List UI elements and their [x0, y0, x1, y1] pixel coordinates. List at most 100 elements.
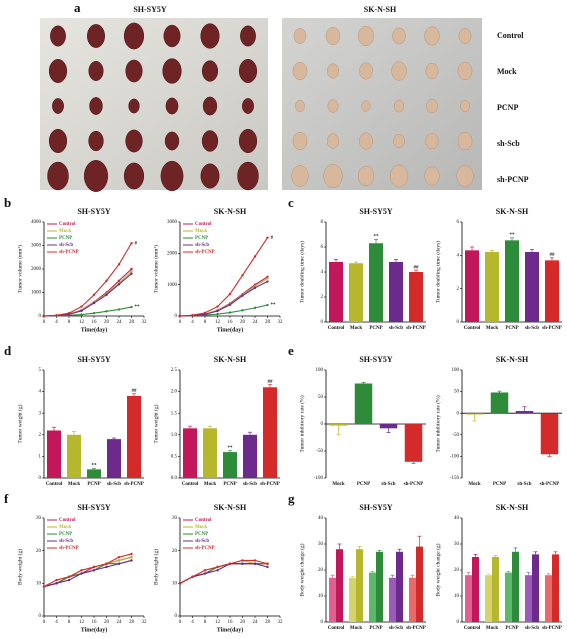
x-tick-label: sh-Scb: [107, 482, 121, 487]
point: [241, 294, 244, 297]
bar: [416, 546, 423, 622]
y-tick-label: 5: [39, 368, 42, 373]
tumor: [47, 161, 69, 191]
x-tick-label: 24: [117, 620, 123, 625]
x-tick-label: Mock: [350, 326, 362, 331]
bar: [107, 439, 121, 478]
y-tick-label: 30: [36, 516, 42, 521]
y-tick-label: 0: [175, 314, 178, 319]
tumor: [83, 160, 109, 192]
y-tick-label: 20: [454, 568, 460, 573]
bar: [349, 263, 363, 322]
x-tick-label: 24: [253, 620, 259, 625]
bar: [369, 243, 383, 322]
legend-label: sh-Scb: [59, 243, 73, 248]
y-tick-label: 0.0: [171, 476, 178, 481]
point: [80, 572, 83, 575]
tumor: [457, 131, 473, 151]
x-tick-label: 12: [215, 620, 221, 625]
x-tick-label: 4: [191, 620, 194, 625]
annotation: #: [271, 236, 274, 241]
bar: [485, 252, 499, 322]
y-tick-label: 0: [321, 320, 324, 325]
y-tick-label: 0: [321, 620, 324, 625]
bar: [389, 577, 396, 622]
y-axis-label: Tumor doubling time (days): [298, 241, 305, 303]
point: [266, 277, 269, 280]
point: [130, 267, 133, 271]
bar: [329, 262, 343, 322]
point: [117, 279, 121, 282]
bar: [356, 549, 363, 622]
tumor: [326, 63, 340, 79]
annotation: **: [510, 233, 516, 238]
tumor: [425, 62, 439, 80]
point: [55, 314, 58, 317]
point: [55, 578, 58, 582]
series-line: [43, 559, 132, 588]
x-axis-label: Time(day): [81, 626, 108, 633]
bar: [472, 557, 479, 622]
x-tick-label: 8: [204, 620, 207, 625]
tumor: [165, 97, 179, 115]
x-tick-label: 16: [228, 620, 234, 625]
y-tick-label: 2.5: [171, 368, 178, 373]
bar: [409, 577, 416, 622]
point: [191, 314, 194, 317]
legend-label: Control: [59, 222, 76, 227]
bar: [545, 575, 552, 622]
y-tick-label: 1.5: [171, 411, 178, 416]
legend-label: PCNP: [195, 236, 208, 241]
chart-title: SH-SY5Y: [359, 503, 393, 512]
y-tick-label: 50: [318, 395, 324, 400]
bar: [515, 411, 534, 414]
bar: [545, 260, 559, 322]
y-axis-label: Tumor inhibitory rate (%): [298, 395, 305, 452]
chart-title: SK-N-SH: [496, 503, 529, 512]
y-tick-label: 0: [39, 476, 42, 481]
y-tick-label: 10: [172, 581, 178, 586]
x-tick-label: 12: [79, 320, 85, 325]
bar: [349, 577, 356, 622]
tumor: [291, 165, 309, 187]
photo-title: SK-N-SH: [364, 5, 397, 14]
bar: [243, 434, 257, 478]
point: [80, 313, 83, 316]
panel-label: f: [4, 491, 9, 506]
point: [55, 582, 58, 585]
tumor: [426, 98, 438, 114]
tumor: [202, 96, 218, 116]
tumor: [326, 133, 340, 149]
x-tick-label: 20: [104, 620, 110, 625]
tumor: [392, 27, 406, 45]
point: [92, 565, 96, 569]
bar: [409, 272, 423, 322]
y-tick-label: 0: [175, 614, 178, 619]
bar: [465, 575, 472, 622]
point: [42, 314, 46, 318]
row-label: PCNP: [497, 103, 518, 112]
y-tick-label: 0: [321, 422, 324, 427]
y-tick-label: 4: [321, 270, 324, 275]
legend-label: Control: [195, 222, 212, 227]
tumor: [424, 166, 440, 186]
x-tick-label: PCNP: [369, 326, 382, 331]
tumor: [357, 25, 375, 47]
point: [105, 293, 108, 297]
y-axis-label: Tumor weight (g): [16, 404, 23, 443]
x-tick-label: 32: [142, 620, 148, 625]
photo-right: [282, 18, 482, 190]
y-axis-label: Body weight change (g): [434, 543, 441, 596]
x-tick-label: 28: [129, 620, 135, 625]
tumor: [48, 128, 68, 154]
point: [216, 309, 219, 313]
y-tick-label: 2000: [167, 251, 178, 256]
tumor: [123, 22, 145, 50]
point: [253, 562, 257, 565]
y-tick-label: 10: [36, 581, 42, 586]
tumor: [201, 60, 219, 82]
panel-label: a: [74, 0, 81, 15]
x-axis-label: Time(day): [217, 626, 244, 633]
point: [241, 274, 244, 277]
bar: [540, 413, 559, 455]
